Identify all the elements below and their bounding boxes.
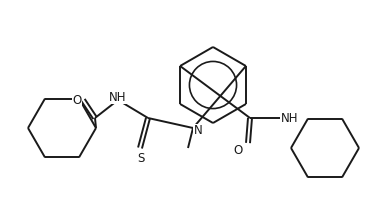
Text: N: N bbox=[194, 125, 202, 138]
Text: NH: NH bbox=[109, 91, 127, 104]
Text: O: O bbox=[72, 94, 82, 107]
Text: NH: NH bbox=[281, 111, 299, 125]
Text: O: O bbox=[233, 144, 243, 158]
Text: S: S bbox=[137, 152, 145, 165]
